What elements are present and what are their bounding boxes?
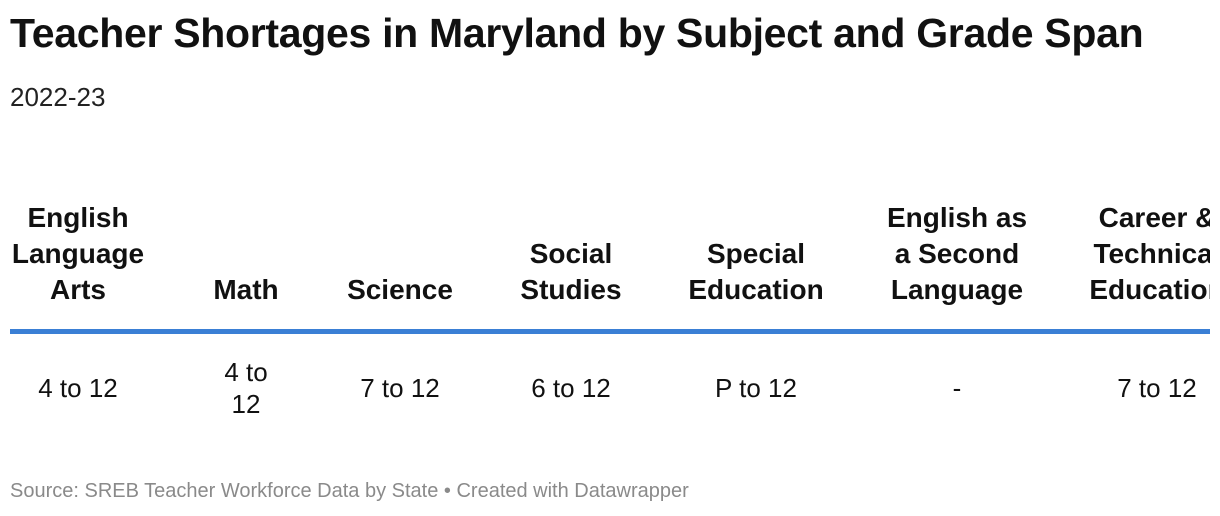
subtitle: 2022-23: [10, 82, 106, 112]
column-header: English as a Second Language: [886, 202, 1028, 305]
column-header: Special Education: [688, 238, 824, 305]
title: Teacher Shortages in Maryland by Subject…: [10, 10, 1144, 56]
table-cell: 4 to 12: [38, 373, 118, 403]
table: English Language Arts Math Science Social S…: [10, 140, 1210, 440]
source-note: Source: SREB Teacher Workforce Data by S…: [10, 480, 689, 502]
column-header: Science: [347, 274, 453, 305]
header-rule: [10, 329, 1210, 334]
table-cell: P to 12: [715, 373, 797, 403]
table-cell: 4 to 12: [224, 357, 268, 419]
column-header: Career & Technical Education: [1089, 202, 1210, 305]
column-header: Social Studies: [520, 238, 622, 305]
column-header: English Language Arts: [11, 202, 145, 305]
table-cell: -: [952, 373, 962, 403]
table-cell: 7 to 12: [1117, 373, 1197, 403]
column-header: Math: [213, 274, 279, 305]
table-cell: 6 to 12: [531, 373, 611, 403]
table-cell: 7 to 12: [360, 373, 440, 403]
